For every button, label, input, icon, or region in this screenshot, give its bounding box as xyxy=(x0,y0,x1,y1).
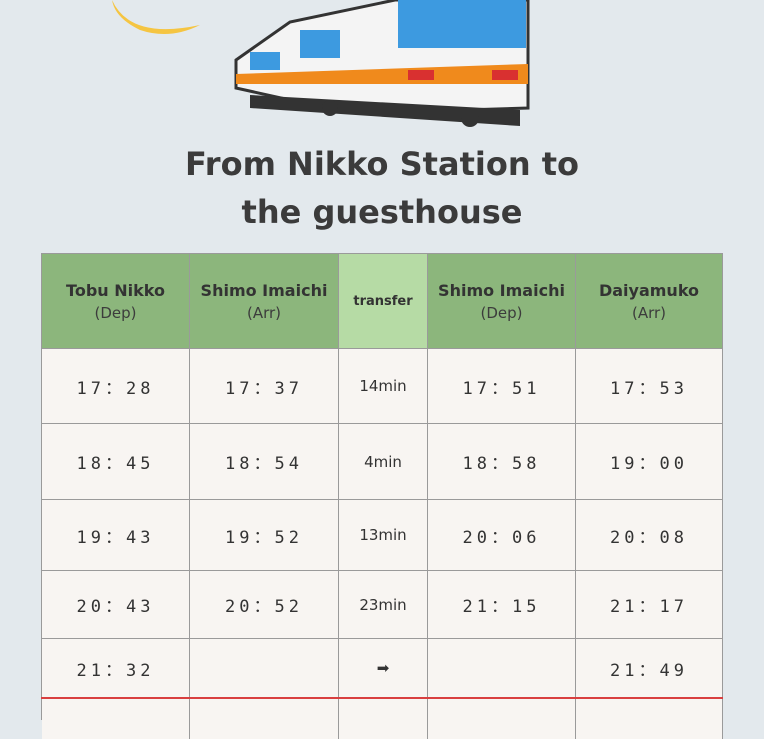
table-cell: 20：08 xyxy=(576,500,723,571)
table-cell: 18：45 xyxy=(42,424,190,500)
table-cell: ➡ xyxy=(339,639,428,698)
table-cell: 18：54 xyxy=(190,424,339,500)
cell-text: 17：37 xyxy=(225,378,303,399)
table-cell xyxy=(428,699,576,739)
header-sub: (Arr) xyxy=(246,303,282,322)
header-name: transfer xyxy=(353,293,413,309)
table-cell: 20：52 xyxy=(190,571,339,639)
header-cell: Daiyamuko (Arr) xyxy=(575,253,723,349)
table-cell: 20：43 xyxy=(42,571,190,639)
cell-text: 21：49 xyxy=(610,660,688,681)
table-cell xyxy=(576,699,723,739)
cell-text: 18：45 xyxy=(76,454,155,474)
header-sub: (Arr) xyxy=(631,303,667,322)
header-name: Shimo Imaichi xyxy=(438,280,565,300)
cell-text: 4min xyxy=(364,452,402,471)
table-cell: 21：32 xyxy=(42,639,190,698)
header-sub: (Dep) xyxy=(480,303,523,322)
table-cell: 17：37 xyxy=(190,349,339,424)
cell-text: 14min xyxy=(359,377,407,395)
table-cell xyxy=(190,699,339,739)
table-cell: 19：00 xyxy=(576,424,723,500)
table-cell: 17：53 xyxy=(576,349,723,424)
page: From Nikko Station to the guesthouse Tob… xyxy=(41,0,723,739)
table-cell: 19：43 xyxy=(42,500,190,571)
red-divider xyxy=(41,697,723,699)
illustration xyxy=(112,0,530,127)
cell-text: 20：06 xyxy=(462,527,541,548)
table-cell: 19：52 xyxy=(190,500,339,571)
header-sub: (Dep) xyxy=(94,303,137,322)
table-cell xyxy=(339,699,428,739)
title-line: From Nikko Station to xyxy=(184,145,580,183)
cell-text: 23min xyxy=(359,595,407,614)
table-cell: 20：06 xyxy=(428,500,576,571)
cell-text: 21：32 xyxy=(76,660,155,681)
cell-text: 13min xyxy=(359,526,407,544)
header-cell: Tobu Nikko (Dep) xyxy=(41,253,190,349)
cell-text: ➡ xyxy=(376,659,390,677)
cell-text: 17：53 xyxy=(610,378,688,399)
cell-text: 18：58 xyxy=(462,454,541,474)
cell-text: 20：43 xyxy=(76,597,155,617)
table-cell: 17：28 xyxy=(42,349,190,424)
table-cell: 21：49 xyxy=(576,639,723,698)
cell-text: 18：54 xyxy=(225,454,303,474)
header-name: Daiyamuko xyxy=(598,280,700,300)
table-cell: 13min xyxy=(339,500,428,571)
header-name: Tobu Nikko xyxy=(66,280,165,300)
cell-text: 21：15 xyxy=(462,597,541,617)
table-cell: 21：17 xyxy=(576,571,723,639)
table-cell xyxy=(190,639,339,698)
cell-text: 19：43 xyxy=(76,527,155,548)
cell-text: 21：17 xyxy=(610,597,688,617)
table-cell: 23min xyxy=(339,571,428,639)
header-name: Shimo Imaichi xyxy=(200,280,328,300)
cell-text: 17：51 xyxy=(462,378,541,399)
table-cell xyxy=(42,699,190,739)
header-cell: transfer xyxy=(338,253,428,349)
cell-text: 19：00 xyxy=(610,454,688,474)
table-cell: 4min xyxy=(339,424,428,500)
timetable: Tobu Nikko (Dep) Shimo Imaichi (Arr) transfe… xyxy=(41,253,723,739)
table-cell: 14min xyxy=(339,349,428,424)
table-cell: 17：51 xyxy=(428,349,576,424)
cell-text: 17：28 xyxy=(76,378,155,399)
cell-text: 20：08 xyxy=(610,527,688,548)
moon xyxy=(112,0,200,34)
cell-text: 19：52 xyxy=(225,527,303,548)
table-cell xyxy=(428,639,576,698)
table-cell: 18：58 xyxy=(428,424,576,500)
table-cell: 21：15 xyxy=(428,571,576,639)
header-cell: Shimo Imaichi (Arr) xyxy=(189,253,339,349)
cell-text: 20：52 xyxy=(225,597,303,617)
header-cell: Shimo Imaichi (Dep) xyxy=(427,253,576,349)
train xyxy=(234,0,530,127)
title-line: the guesthouse xyxy=(241,193,523,231)
